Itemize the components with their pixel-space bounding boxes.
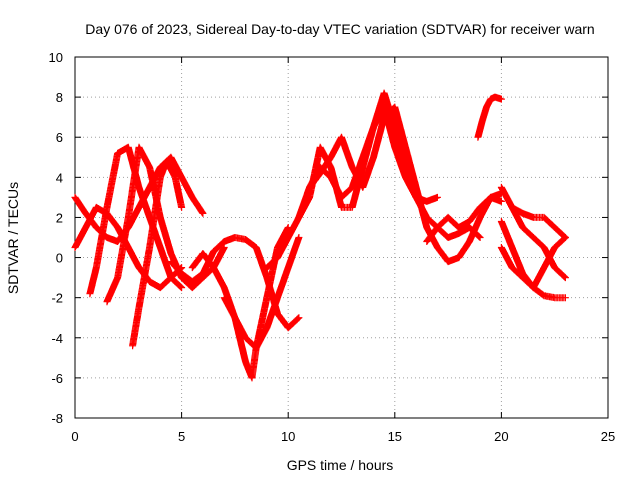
data-marker-path [306,103,505,266]
data-marker-path [71,203,186,292]
data-marker-path [423,193,505,245]
data-marker-path [508,203,569,241]
series-arc-17 [497,234,569,292]
y-tick-label: -4 [51,331,63,346]
x-tick-label: 0 [71,429,78,444]
plot-frame [74,56,609,419]
y-axis-label: SDTVAR / TECUs [5,182,21,294]
chart-title: Day 076 of 2023, Sidereal Day-to-day VTE… [85,21,594,37]
plot-area [71,89,569,382]
series-arc-5 [129,157,186,350]
data-marker-path [497,234,569,292]
series-arc-8 [220,234,303,352]
y-tick-label: 10 [49,50,63,65]
x-tick-label: 10 [281,429,295,444]
x-tick-label: 15 [388,429,402,444]
series-arc-12 [423,193,505,245]
data-marker-path [129,157,186,350]
y-tick-label: 2 [56,210,63,225]
data-marker-path [220,234,303,352]
x-axis-label: GPS time / hours [287,457,394,473]
y-tick-label: -6 [51,371,63,386]
series-arc-11 [306,103,505,266]
series-arc-2 [71,203,186,292]
axes [74,56,609,419]
y-tick-label: 0 [56,251,63,266]
x-tick-label: 5 [178,429,185,444]
series-arc-16 [508,203,569,241]
data-marker-path [474,93,505,141]
data-marker-path [167,234,303,332]
y-tick-label: -8 [51,411,63,426]
y-tick-label: 4 [56,170,63,185]
series-arc-6 [167,234,303,332]
y-tick-label: 8 [56,90,63,105]
tick-labels: 0 5 10 15 20 25 -8 -6 -4 -2 0 2 4 6 8 10 [49,50,616,444]
y-tick-label: -2 [51,291,63,306]
x-tick-label: 25 [601,429,615,444]
y-tick-label: 6 [56,130,63,145]
series-arc-13 [474,93,505,141]
x-tick-label: 20 [494,429,508,444]
